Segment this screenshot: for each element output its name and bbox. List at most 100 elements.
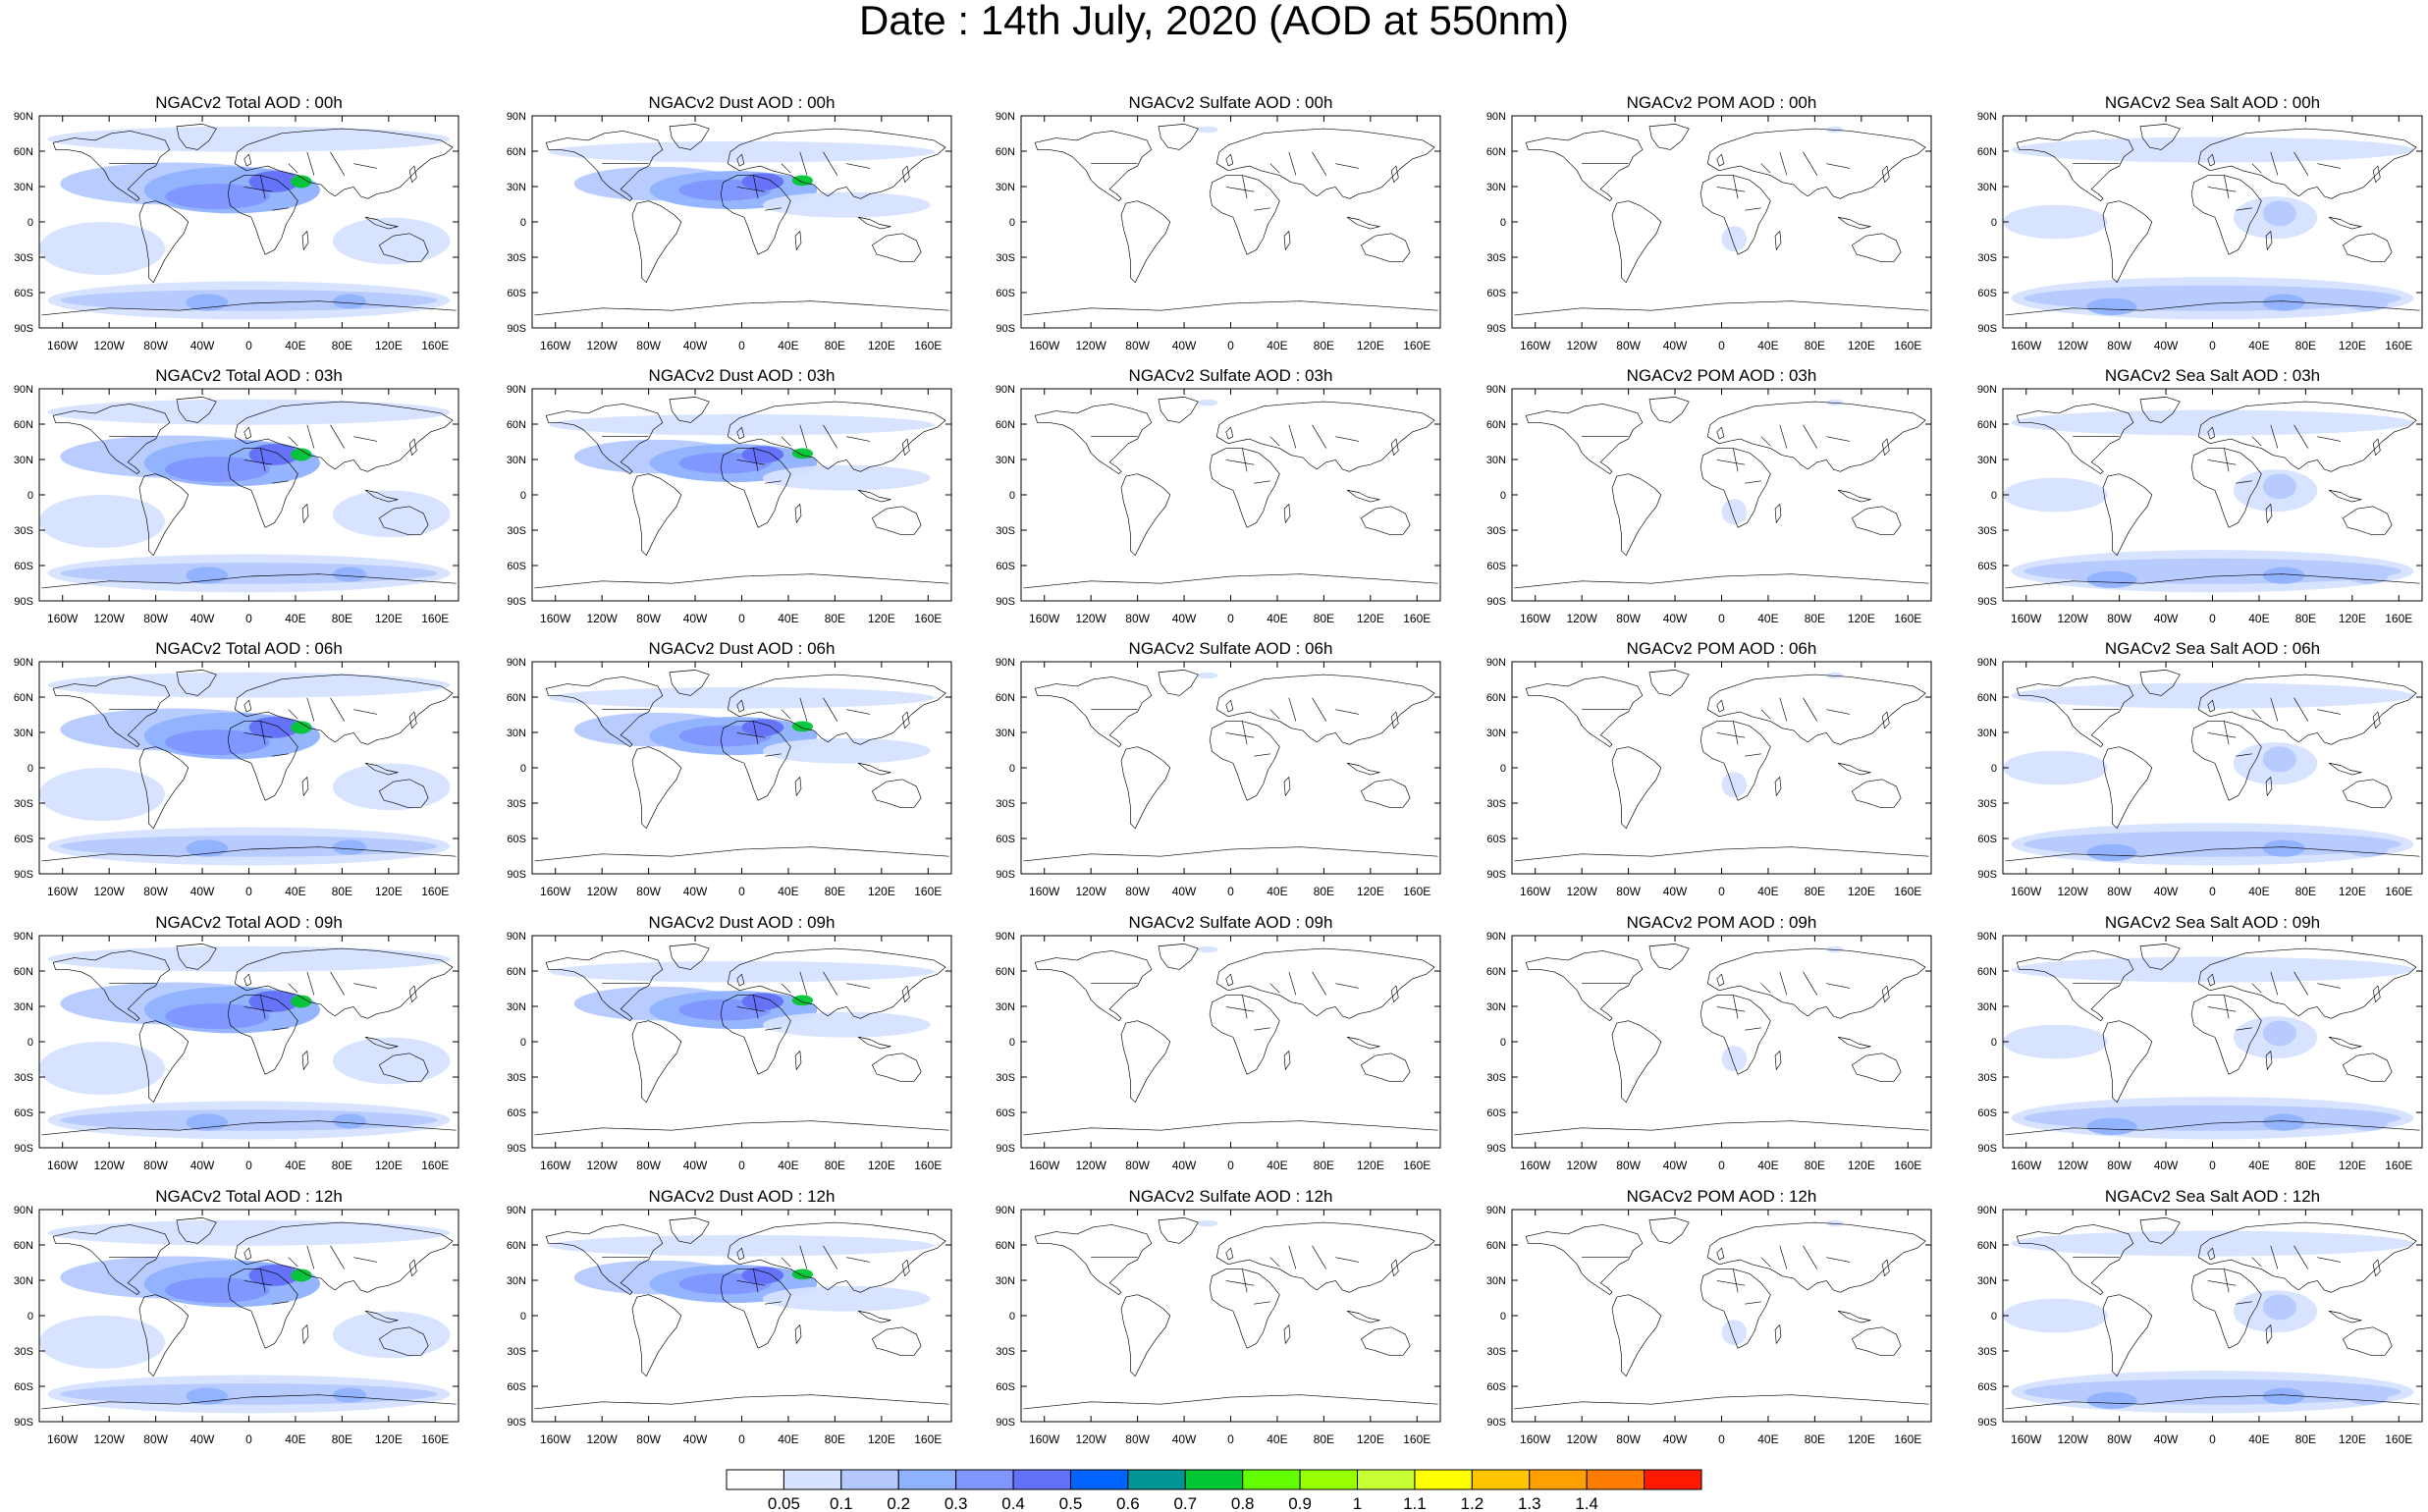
map-panel: NGACv2 Dust AOD : 00h 90N 60N 30N 0 30S 60S 90S… xyxy=(507,93,952,352)
lat-tick-label: 30N xyxy=(507,182,526,193)
map-panel: NGACv2 Sulfate AOD : 09h 90N 60N 30N 0 30S 60S… xyxy=(996,913,1441,1172)
lon-tick-label: 120E xyxy=(868,1159,895,1172)
lon-tick-label: 0 xyxy=(245,885,252,898)
lon-tick-label: 160E xyxy=(2385,885,2412,898)
aod-field xyxy=(1721,126,1844,252)
aod-region xyxy=(762,191,931,218)
lat-tick-label: 30S xyxy=(1486,252,1506,264)
lon-tick-label: 0 xyxy=(1227,1432,1234,1446)
lat-tick-label: 90N xyxy=(14,111,33,123)
aod-region xyxy=(39,495,166,548)
lon-tick-label: 0 xyxy=(738,612,745,625)
lon-tick-label: 160E xyxy=(1894,1432,1921,1446)
lat-tick-label: 60N xyxy=(1977,146,1997,158)
lon-tick-label: 0 xyxy=(738,885,745,898)
lon-tick-label: 120E xyxy=(1848,885,1875,898)
lat-tick-label: 0 xyxy=(1009,217,1015,229)
lon-tick-label: 80E xyxy=(1314,1159,1334,1172)
lat-tick-label: 30N xyxy=(14,1275,33,1287)
lon-tick-label: 40E xyxy=(778,1159,798,1172)
lon-tick-label: 160W xyxy=(1029,339,1060,352)
lat-tick-label: 60S xyxy=(1977,1107,1997,1119)
lon-tick-label: 40E xyxy=(285,612,305,625)
aod-region xyxy=(1826,945,1844,953)
aod-region xyxy=(2262,1113,2305,1131)
colorbar-swatch xyxy=(1299,1469,1359,1490)
lon-tick-label: 80W xyxy=(1125,1159,1150,1172)
aod-field xyxy=(1197,126,1218,134)
lat-tick-label: 30S xyxy=(996,252,1015,264)
map-panel: NGACv2 Sulfate AOD : 12h 90N 60N 30N 0 30S 60S… xyxy=(996,1187,1441,1446)
lon-tick-label: 40E xyxy=(1757,885,1778,898)
aod-region xyxy=(2003,477,2108,513)
aod-region xyxy=(332,567,367,582)
aod-field xyxy=(549,140,935,218)
aod-region xyxy=(2262,200,2296,227)
lon-tick-label: 80W xyxy=(1616,1159,1641,1172)
aod-region xyxy=(1826,1219,1844,1227)
aod-field xyxy=(1197,945,1218,953)
lon-tick-label: 80E xyxy=(2295,339,2316,352)
lat-tick-label: 90S xyxy=(14,869,33,881)
lon-tick-label: 80E xyxy=(1314,1432,1334,1446)
aod-region xyxy=(2262,567,2305,584)
aod-region xyxy=(1197,1219,1218,1227)
lon-tick-label: 120E xyxy=(375,1159,403,1172)
lon-tick-label: 0 xyxy=(245,339,252,352)
panel-title: NGACv2 Sulfate AOD : 00h xyxy=(1129,93,1333,112)
lat-tick-label: 60N xyxy=(507,419,526,431)
colorbar-swatch xyxy=(1242,1469,1301,1490)
lon-tick-label: 40W xyxy=(1172,339,1197,352)
lat-tick-label: 90N xyxy=(996,111,1015,123)
lon-tick-label: 40E xyxy=(1267,1159,1287,1172)
lat-tick-label: 90S xyxy=(996,1417,1015,1429)
lat-tick-label: 60S xyxy=(1977,834,1997,845)
lat-tick-label: 30N xyxy=(996,455,1015,466)
lon-tick-label: 160E xyxy=(914,612,942,625)
colorbar-swatch xyxy=(840,1469,899,1490)
aod-region xyxy=(741,446,784,463)
aod-region xyxy=(39,768,166,821)
lon-tick-label: 120W xyxy=(586,1432,618,1446)
lat-tick-label: 90S xyxy=(507,1143,526,1155)
lon-tick-label: 120W xyxy=(1566,612,1597,625)
lon-tick-label: 160W xyxy=(2011,885,2042,898)
panel-title: NGACv2 Total AOD : 12h xyxy=(155,1187,343,1206)
lat-tick-label: 60S xyxy=(14,1381,33,1393)
aod-region xyxy=(2003,750,2108,785)
lat-tick-label: 30S xyxy=(507,1072,526,1084)
lat-tick-label: 0 xyxy=(1009,1037,1015,1049)
colorbar-label: 0.6 xyxy=(1116,1494,1140,1512)
lon-tick-label: 40W xyxy=(1172,885,1197,898)
lat-tick-label: 0 xyxy=(1500,490,1506,502)
aod-region xyxy=(248,991,299,1012)
lon-tick-label: 0 xyxy=(2209,339,2216,352)
lon-tick-label: 0 xyxy=(1718,885,1725,898)
lat-tick-label: 60N xyxy=(14,966,33,978)
map-panel: NGACv2 POM AOD : 12h 90N 60N 30N 0 30S 60S 90S 1… xyxy=(1486,1187,1932,1446)
lon-tick-label: 160E xyxy=(2385,1159,2412,1172)
aod-region xyxy=(1721,499,1748,525)
lat-tick-label: 30N xyxy=(507,1275,526,1287)
lon-tick-label: 80W xyxy=(2107,885,2131,898)
lon-tick-label: 160E xyxy=(1894,612,1921,625)
lat-tick-label: 30S xyxy=(1977,252,1997,264)
lat-tick-label: 90S xyxy=(1486,1417,1506,1429)
map-panel: NGACv2 Total AOD : 00h 90N 60N 30N 0 30S 60S 90… xyxy=(14,93,459,352)
lon-tick-label: 120W xyxy=(2057,339,2088,352)
lon-tick-label: 80W xyxy=(1616,885,1641,898)
aod-region xyxy=(2262,839,2305,857)
lon-tick-label: 160W xyxy=(1520,1159,1551,1172)
aod-region xyxy=(332,1037,451,1085)
lon-tick-label: 160W xyxy=(2011,339,2042,352)
lon-tick-label: 160E xyxy=(1403,1159,1430,1172)
lat-tick-label: 90N xyxy=(996,657,1015,669)
aod-field xyxy=(39,1219,451,1414)
lon-tick-label: 80E xyxy=(2295,612,2316,625)
aod-region xyxy=(2347,839,2389,857)
panel-title: NGACv2 Total AOD : 00h xyxy=(155,93,343,112)
lon-tick-label: 40E xyxy=(2248,339,2269,352)
lon-tick-label: 160W xyxy=(1520,612,1551,625)
aod-region xyxy=(549,686,935,709)
